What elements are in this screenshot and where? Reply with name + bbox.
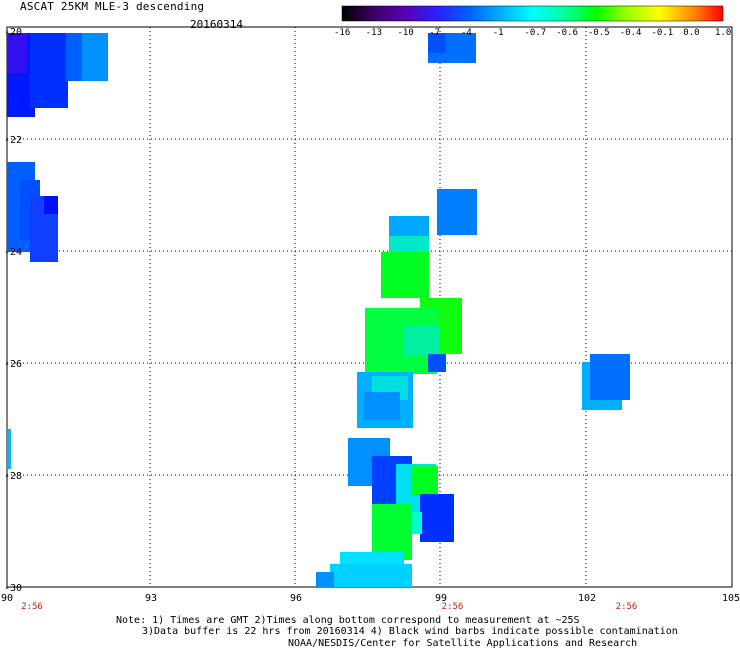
time-label: 2:56: [21, 602, 43, 612]
x-tick-label: 96: [290, 593, 302, 604]
data-cell: [381, 252, 429, 298]
colorbar-label: -7: [429, 28, 440, 38]
data-cell: [372, 504, 412, 560]
data-cell: [82, 33, 108, 81]
data-cell: [7, 33, 27, 73]
note-line-2: 3)Data buffer is 22 hrs from 20160314 4)…: [142, 626, 678, 637]
data-cell: [7, 429, 11, 469]
colorbar-label: -0.4: [620, 28, 642, 38]
map-grid: [7, 27, 732, 587]
y-tick-label: -24: [4, 247, 22, 258]
colorbar-label: -16: [334, 28, 350, 38]
data-cell: [428, 354, 446, 372]
note-line-3: NOAA/NESDIS/Center for Satellite Applica…: [288, 638, 638, 649]
colorbar-label: 1.0: [715, 28, 731, 38]
x-tick-label: 90: [1, 593, 13, 604]
colorbar-label: -4: [461, 28, 472, 38]
map-date: 20160314: [190, 18, 243, 31]
colorbar-label: -0.1: [652, 28, 674, 38]
time-label: 2:56: [442, 602, 464, 612]
data-cell: [66, 33, 84, 81]
y-tick-label: -20: [4, 27, 22, 38]
data-cell: [44, 196, 58, 214]
data-cell: [428, 33, 446, 53]
map-title: ASCAT 25KM MLE-3 descending: [20, 0, 205, 13]
data-cell: [590, 354, 630, 400]
data-cell: [364, 392, 400, 420]
data-cell: [437, 189, 477, 235]
data-cell: [412, 466, 438, 496]
data-cell: [412, 512, 422, 534]
y-tick-label: -28: [4, 471, 22, 482]
map-frame: [6, 26, 733, 588]
colorbar-gradient: [342, 6, 723, 21]
y-tick-label: -26: [4, 359, 22, 370]
colorbar-label: -10: [398, 28, 414, 38]
data-cell: [330, 564, 412, 587]
y-tick-label: -22: [4, 135, 22, 146]
x-tick-label: 102: [578, 593, 596, 604]
colorbar-label: -0.5: [588, 28, 610, 38]
note-line-1: Note: 1) Times are GMT 2)Times along bot…: [116, 615, 580, 626]
x-tick-label: 99: [435, 593, 447, 604]
colorbar-label: 0.0: [683, 28, 699, 38]
swath-patches: [7, 33, 630, 587]
colorbar-label: -1: [493, 28, 504, 38]
colorbar-label: -0.7: [525, 28, 547, 38]
colorbar: [342, 6, 723, 21]
data-cell: [316, 572, 334, 587]
data-cell: [389, 216, 429, 236]
colorbar-frame: [341, 5, 724, 22]
data-cell: [30, 33, 68, 108]
x-tick-label: 105: [722, 593, 740, 604]
colorbar-label: -13: [366, 28, 382, 38]
time-label: 2:56: [616, 602, 638, 612]
data-cell: [404, 326, 440, 356]
x-tick-label: 93: [145, 593, 157, 604]
data-cell: [420, 494, 454, 542]
colorbar-label: -0.6: [556, 28, 578, 38]
y-tick-label: -30: [4, 583, 22, 594]
